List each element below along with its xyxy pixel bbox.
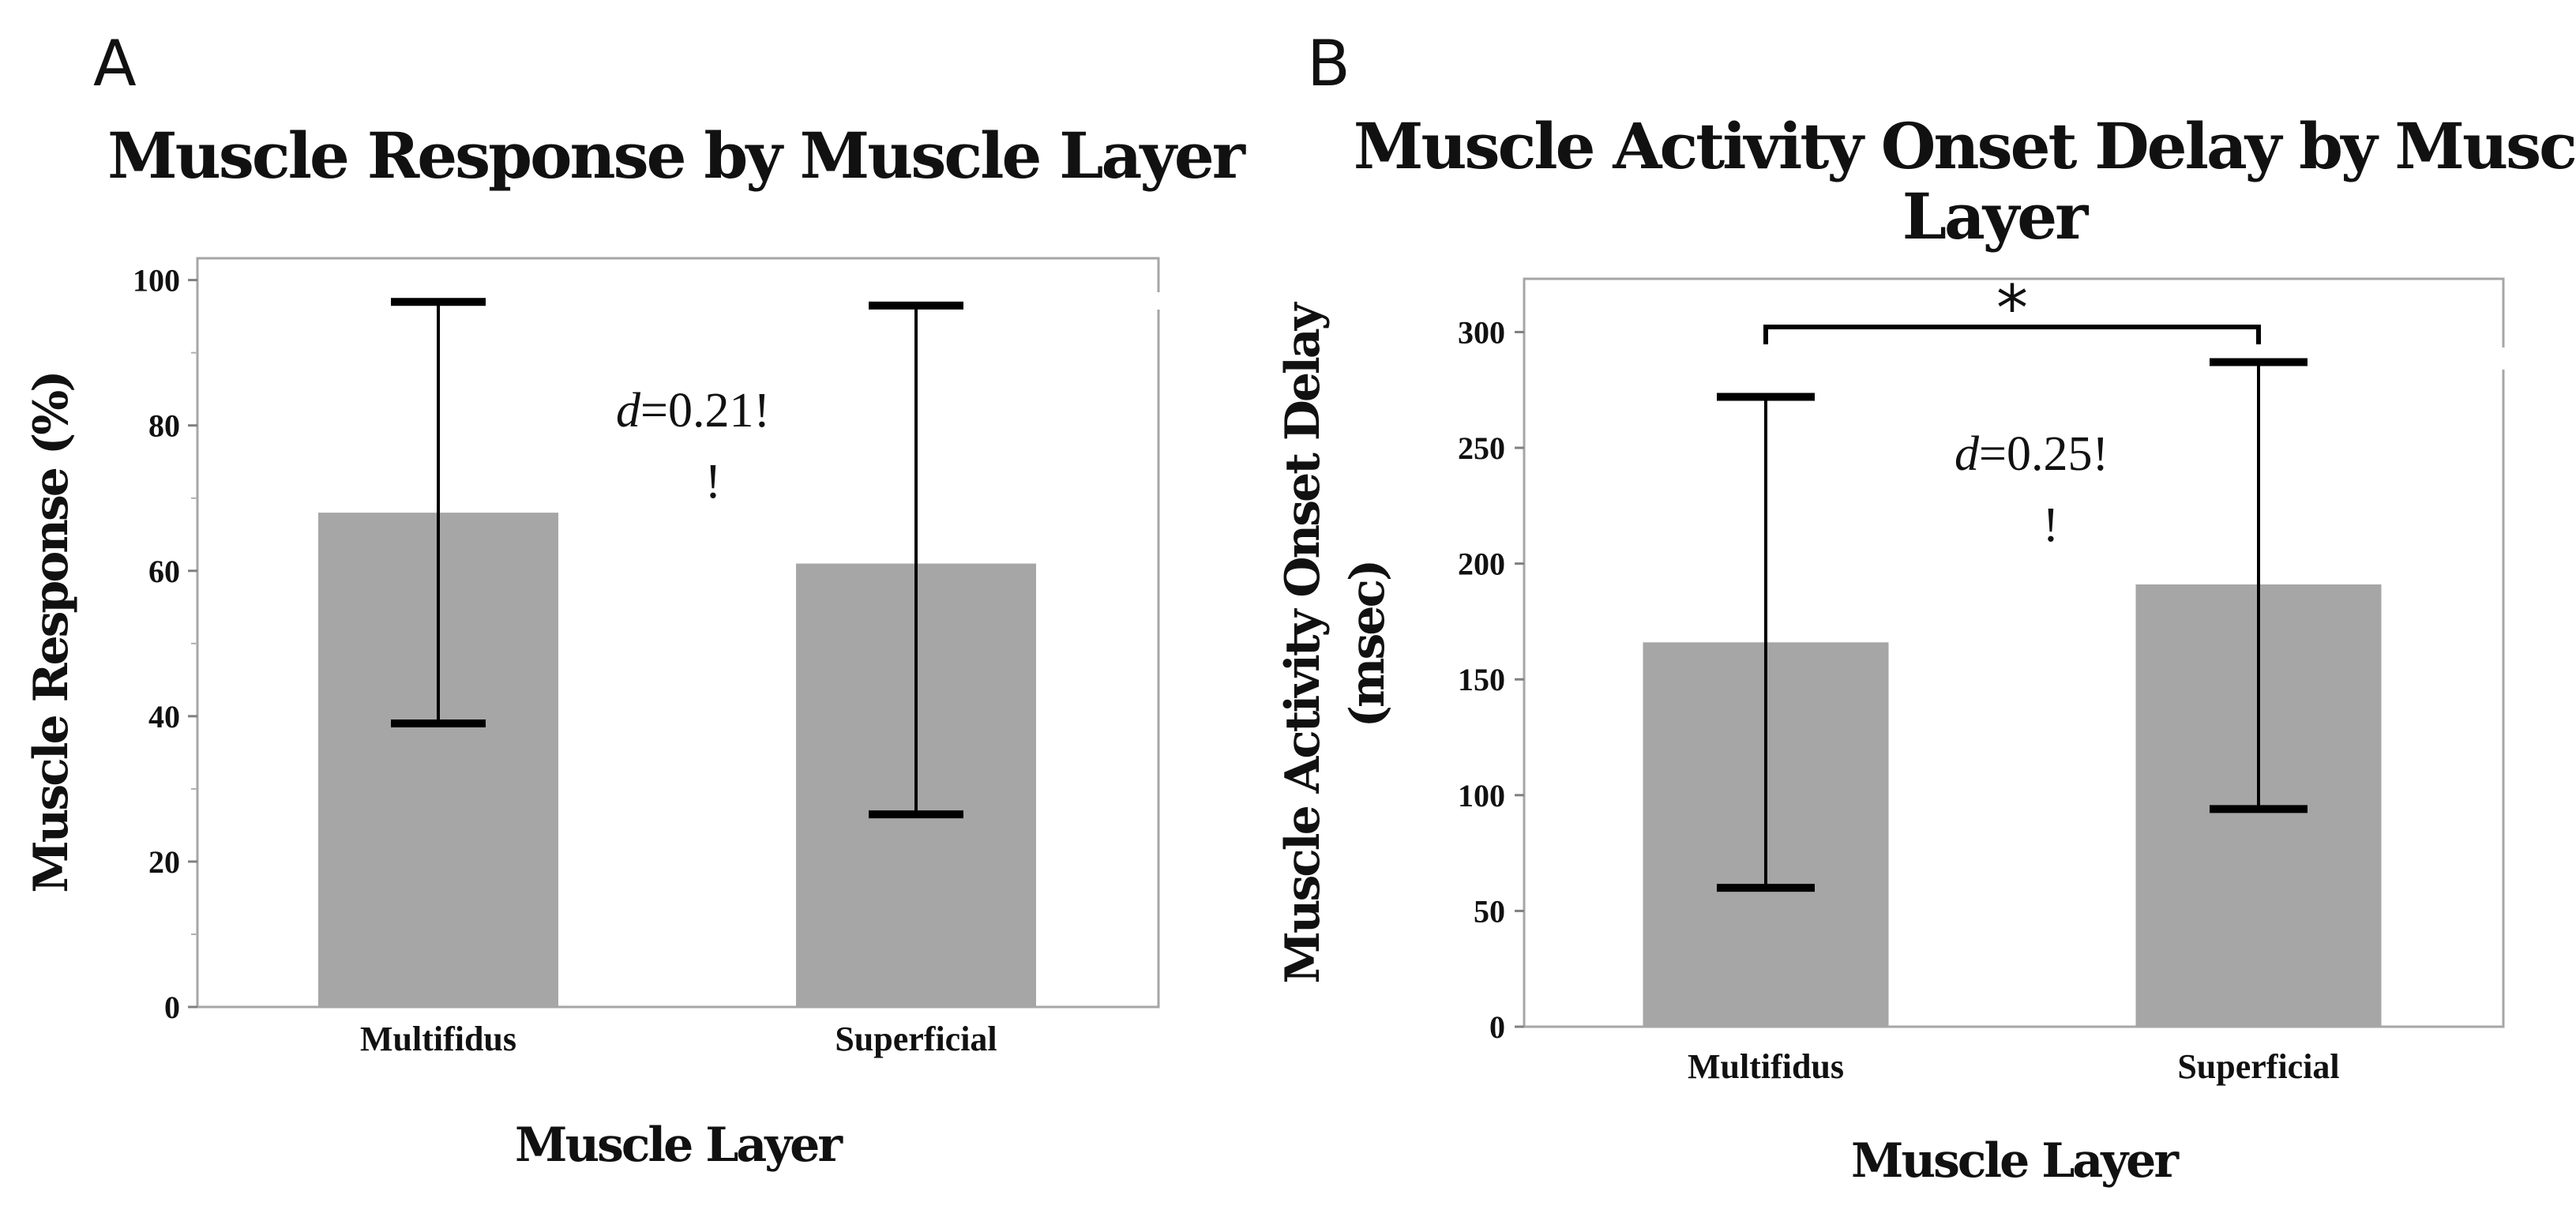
y-axis-title: Muscle Activity Onset Delay (msec) bbox=[1275, 301, 1395, 983]
x-category-label: Superficial bbox=[835, 1020, 997, 1058]
y-tick-label: 50 bbox=[1474, 893, 1505, 929]
y-tick-label: 80 bbox=[148, 408, 180, 444]
y-tick-label: 100 bbox=[1458, 778, 1505, 813]
panel-a: A Muscle Response by Muscle Layer 0 20 40 60 8… bbox=[24, 27, 1249, 1173]
chart-title: Muscle Response by Muscle Layer bbox=[107, 118, 1246, 193]
plot-frame bbox=[196, 257, 1160, 1009]
y-tick-label: 300 bbox=[1458, 314, 1505, 350]
chart-title: Muscle Activity Onset Delay by Muscle bbox=[1354, 109, 2576, 183]
effect-size-symbol: d bbox=[1955, 427, 1980, 481]
y-axis-title-line: (msec) bbox=[1340, 562, 1395, 728]
y-tick-label: 150 bbox=[1458, 662, 1505, 697]
y-axis-title: Muscle Response (%) bbox=[24, 372, 79, 892]
panel-letter: A bbox=[93, 27, 137, 100]
y-axis-title-line: Muscle Activity Onset Delay bbox=[1275, 301, 1331, 983]
y-axis-title-line: Muscle Response (%) bbox=[24, 372, 79, 892]
x-category-label: Superficial bbox=[2177, 1047, 2339, 1086]
y-tick-label: 0 bbox=[1489, 1009, 1505, 1045]
y-tick-label: 60 bbox=[148, 554, 180, 589]
x-category-label: Multifidus bbox=[1688, 1047, 1844, 1086]
x-axis-title: Muscle Layer bbox=[515, 1118, 843, 1173]
effect-size-annotation: d=0.25! bbox=[1955, 427, 2108, 481]
effect-size-marker-below: ! bbox=[705, 455, 722, 509]
effect-size-symbol: d bbox=[616, 384, 641, 438]
y-tick-label: 250 bbox=[1458, 430, 1505, 466]
effect-size-value: =0.25 bbox=[1979, 427, 2092, 481]
effect-size-annotation: d=0.21! bbox=[616, 384, 770, 438]
x-axis-title: Muscle Layer bbox=[1851, 1133, 2180, 1189]
y-tick-label: 0 bbox=[164, 990, 180, 1025]
plot-frame bbox=[1523, 277, 2505, 1028]
y-tick-label: 200 bbox=[1458, 547, 1505, 582]
effect-size-marker: ! bbox=[2092, 427, 2108, 481]
y-tick-label: 20 bbox=[148, 844, 180, 880]
chart-title: Layer bbox=[1902, 179, 2089, 254]
significance-bracket bbox=[1763, 325, 2261, 344]
effect-size-marker-below: ! bbox=[2043, 498, 2060, 552]
y-tick-label: 100 bbox=[133, 263, 180, 299]
x-category-label: Multifidus bbox=[360, 1020, 516, 1058]
panel-letter: B bbox=[1307, 27, 1350, 100]
effect-size-value: =0.21 bbox=[640, 384, 753, 438]
effect-size-marker: ! bbox=[753, 384, 770, 438]
y-tick-label: 40 bbox=[148, 699, 180, 734]
significance-star: * bbox=[1996, 272, 2028, 345]
